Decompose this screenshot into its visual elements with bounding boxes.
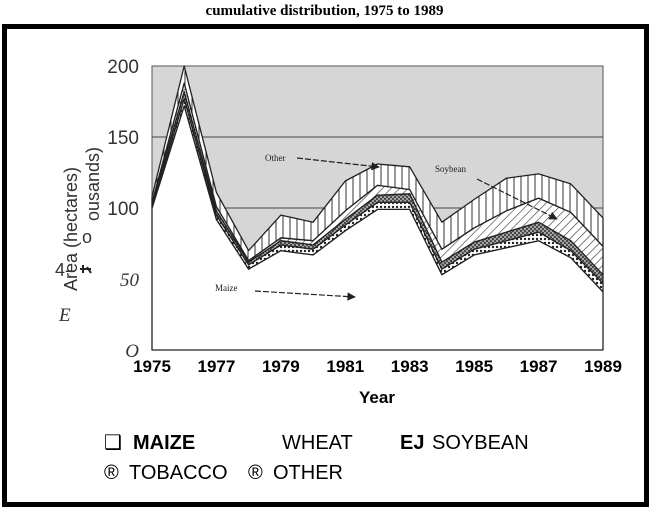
annotation-other: Other bbox=[265, 153, 286, 163]
x-tick-label: 1977 bbox=[198, 357, 236, 376]
annotation-arrow-maize bbox=[254, 290, 356, 301]
x-tick-label: 1987 bbox=[520, 357, 558, 376]
legend: ❑ MAIZE WHEAT EJ SOYBEAN ® TOBACCO ® OTH… bbox=[104, 432, 529, 484]
y-axis-label-line1: Area (hectares) bbox=[61, 167, 81, 291]
x-tick-label: 1979 bbox=[262, 357, 300, 376]
stacked-areas bbox=[151, 65, 604, 351]
legend-symbol-soybean: EJ bbox=[400, 432, 424, 454]
x-tick-label: 1985 bbox=[455, 357, 493, 376]
stray-label-4: 4- bbox=[55, 260, 71, 280]
y-axis-label: Area (hectares) ousands) bbox=[61, 147, 103, 291]
y-tick-label: 50 bbox=[120, 270, 140, 291]
x-tick-label: 1981 bbox=[326, 357, 364, 376]
legend-symbol-maize: ❑ bbox=[104, 432, 122, 454]
y-tick-label: O bbox=[125, 341, 139, 362]
y-ticks: 200 150 100 50 O bbox=[107, 57, 139, 362]
legend-symbol-tobacco: ® bbox=[104, 462, 119, 484]
small-mark-icon bbox=[80, 265, 92, 274]
stray-label-e: E bbox=[58, 305, 71, 326]
annotation-arrow-soybean bbox=[476, 178, 558, 220]
area-other bbox=[151, 65, 604, 262]
y-tick-label: 150 bbox=[107, 128, 139, 149]
area-chart: Other Soybean Maize Area (hectares) ousand… bbox=[55, 57, 622, 484]
x-ticks: 1975 1977 1979 1981 1983 1985 1987 1989 bbox=[133, 357, 622, 376]
annotations: Other Soybean Maize bbox=[215, 153, 558, 301]
legend-label-other: OTHER bbox=[273, 462, 343, 484]
y-tick-label: 100 bbox=[107, 199, 139, 220]
legend-label-tobacco: TOBACCO bbox=[129, 462, 228, 484]
annotation-soybean: Soybean bbox=[435, 164, 466, 174]
x-tick-label: 1975 bbox=[133, 357, 171, 376]
x-tick-label: 1983 bbox=[391, 357, 429, 376]
legend-label-wheat: WHEAT bbox=[282, 432, 353, 454]
annotation-arrow-other bbox=[296, 157, 380, 171]
x-axis-label: Year bbox=[359, 388, 395, 407]
legend-label-soybean: SOYBEAN bbox=[432, 432, 529, 454]
y-tick-label: 200 bbox=[107, 57, 139, 78]
chart-title: cumulative distribution, 1975 to 1989 bbox=[205, 3, 444, 19]
y-axis-label-line2: ousands) bbox=[83, 147, 103, 221]
legend-symbol-other: ® bbox=[248, 462, 263, 484]
legend-label-maize: MAIZE bbox=[133, 432, 195, 454]
stray-label-o: o bbox=[82, 227, 92, 247]
figure-frame: Other Soybean Maize Area (hectares) ousand… bbox=[2, 24, 649, 507]
x-tick-label: 1989 bbox=[584, 357, 622, 376]
annotation-maize: Maize bbox=[215, 283, 238, 293]
